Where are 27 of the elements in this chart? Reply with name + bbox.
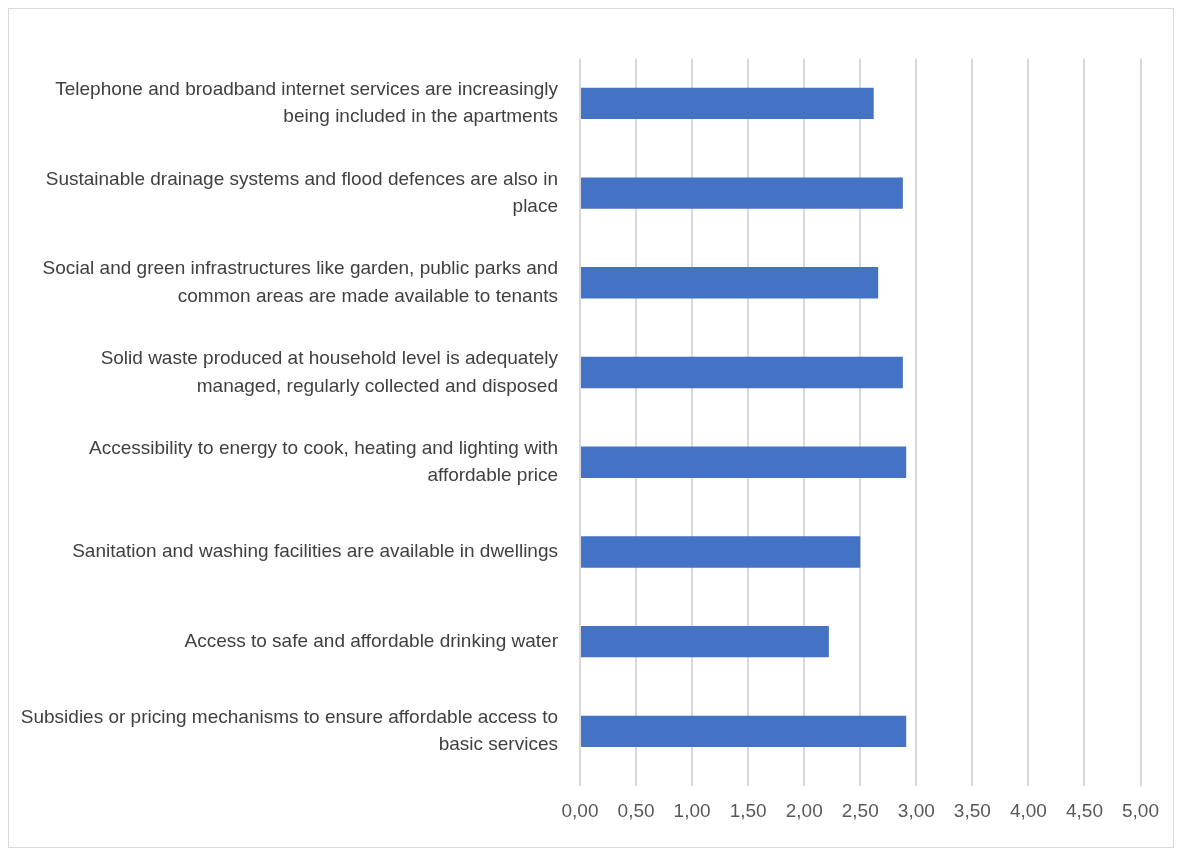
bar [581, 267, 879, 299]
x-tick-label: 1,50 [729, 799, 767, 821]
bar [581, 536, 861, 568]
x-tick-label: 5,00 [1122, 799, 1159, 821]
bar [581, 715, 907, 748]
x-tick-label: 2,00 [785, 799, 823, 821]
x-tick-label: 3,00 [897, 799, 935, 821]
y-tick-label: Accessibility to energy to cook, heating and lighting with affordable price [89, 436, 558, 486]
y-tick-label: Sanitation and washing facilities are available in dwellings [72, 540, 558, 562]
bar [581, 177, 903, 209]
y-tick-label: Solid waste produced at household level is adequately managed, regularly collected and disposed [100, 346, 559, 396]
bar [581, 87, 874, 120]
x-tick-label: 3,50 [953, 799, 991, 821]
bar [581, 356, 903, 389]
x-tick-label: 1,00 [673, 799, 711, 821]
bar [581, 446, 907, 478]
x-tick-label: 4,50 [1065, 799, 1103, 821]
y-tick-label: Subsidies or pricing mechanisms to ensure affordable access to basic services [20, 705, 558, 755]
y-tick-label: Social and green infrastructures like garden, public parks and common areas are made available to tenants [42, 257, 558, 306]
y-tick-label: Sustainable drainage systems and flood defences are also in place [45, 167, 558, 217]
y-tick-label: Telephone and broadband internet services are increasingly being included in the apartments [55, 77, 559, 127]
y-tick-label: Access to safe and affordable drinking water [184, 629, 559, 651]
x-tick-label: 4,00 [1009, 799, 1047, 821]
x-tick-label: 0,00 [561, 799, 599, 821]
x-tick-label: 2,50 [841, 799, 879, 821]
bar [581, 625, 829, 658]
x-tick-label: 0,50 [617, 799, 655, 821]
